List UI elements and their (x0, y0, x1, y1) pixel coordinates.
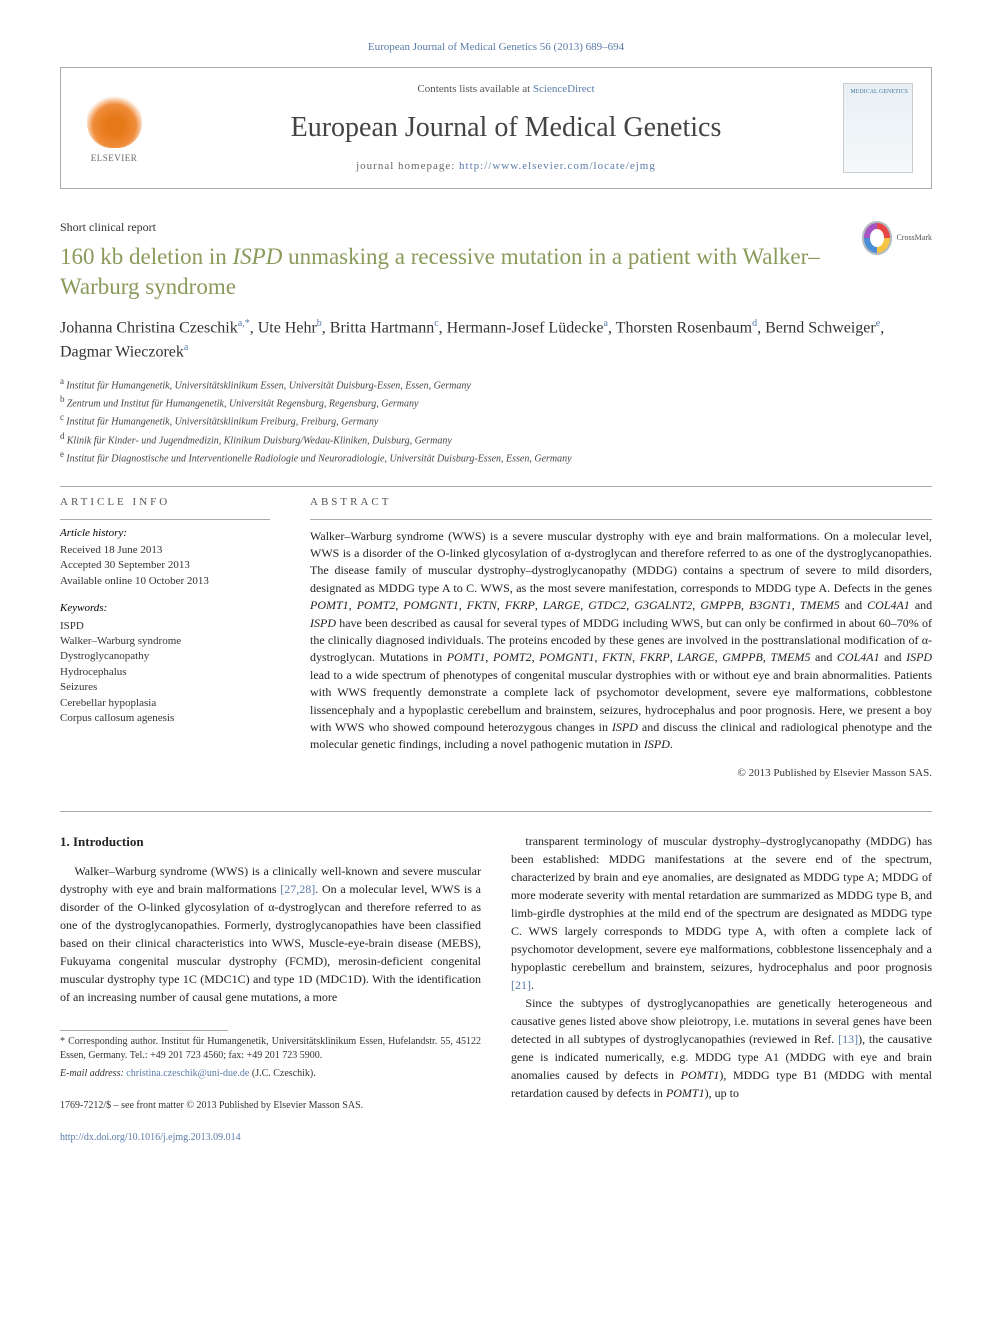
divider-bottom (60, 811, 932, 812)
info-abstract-row: ARTICLE INFO Article history: Received 1… (60, 495, 932, 781)
affiliation-list: a Institut für Humangenetik, Universität… (60, 375, 932, 467)
keyword-item: Seizures (60, 680, 270, 695)
keyword-item: Hydrocephalus (60, 665, 270, 680)
email-link[interactable]: christina.czeschik@uni-due.de (126, 1068, 249, 1079)
history-item: Received 18 June 2013 (60, 543, 270, 558)
sciencedirect-link[interactable]: ScienceDirect (533, 83, 595, 95)
contents-prefix: Contents lists available at (417, 83, 532, 95)
keyword-item: ISPD (60, 619, 270, 634)
footnote-separator (60, 1030, 228, 1031)
article-info-heading: ARTICLE INFO (60, 495, 270, 510)
author-affil-sup: b (317, 318, 322, 329)
author-affil-sup: a (604, 318, 608, 329)
keyword-item: Dystroglycanopathy (60, 649, 270, 664)
doi-link[interactable]: http://dx.doi.org/10.1016/j.ejmg.2013.09… (60, 1132, 241, 1143)
author: Dagmar Wieczorek (60, 344, 184, 361)
intro-paragraph-2: transparent terminology of muscular dyst… (511, 832, 932, 994)
homepage-url-link[interactable]: http://www.elsevier.com/locate/ejmg (459, 160, 656, 172)
history-label: Article history: (60, 526, 270, 541)
footer-issn-line: 1769-7212/$ – see front matter © 2013 Pu… (60, 1099, 481, 1113)
elsevier-label: ELSEVIER (91, 152, 138, 165)
body-column-right: transparent terminology of muscular dyst… (511, 832, 932, 1145)
crossmark-label: CrossMark (896, 232, 932, 243)
keyword-item: Cerebellar hypoplasia (60, 696, 270, 711)
author-affil-sup: a (184, 342, 188, 353)
intro-paragraph-1: Walker–Warburg syndrome (WWS) is a clini… (60, 862, 481, 1006)
journal-name: European Journal of Medical Genetics (169, 108, 843, 147)
crossmark-icon (862, 221, 892, 255)
email-footnote: E-mail address: christina.czeschik@uni-d… (60, 1067, 481, 1081)
article-title: 160 kb deletion in ISPD unmasking a rece… (60, 242, 932, 302)
keyword-item: Corpus callosum agenesis (60, 711, 270, 726)
author: Ute Hehr (258, 319, 317, 336)
section-heading-intro: 1. Introduction (60, 832, 481, 852)
body-column-left: 1. Introduction Walker–Warburg syndrome … (60, 832, 481, 1145)
ref-link[interactable]: [21] (511, 978, 531, 992)
header-center: Contents lists available at ScienceDirec… (169, 82, 843, 174)
corresponding-author-footnote: * Corresponding author. Institut für Hum… (60, 1035, 481, 1063)
affiliation-item: c Institut für Humangenetik, Universität… (60, 411, 932, 429)
affiliation-item: a Institut für Humangenetik, Universität… (60, 375, 932, 393)
article-info-column: ARTICLE INFO Article history: Received 1… (60, 495, 270, 781)
elsevier-tree-icon (87, 93, 142, 148)
elsevier-logo[interactable]: ELSEVIER (79, 88, 149, 168)
footer-doi-line: http://dx.doi.org/10.1016/j.ejmg.2013.09… (60, 1131, 481, 1145)
ref-link[interactable]: [27,28] (280, 882, 315, 896)
divider-top (60, 486, 932, 487)
abstract-divider (310, 519, 932, 520)
abstract-copyright: © 2013 Published by Elsevier Masson SAS. (310, 766, 932, 781)
author: Thorsten Rosenbaum (616, 319, 752, 336)
history-item: Accepted 30 September 2013 (60, 558, 270, 573)
author: Johanna Christina Czeschik (60, 319, 238, 336)
title-gene-italic: ISPD (232, 244, 282, 269)
abstract-heading: ABSTRACT (310, 495, 932, 510)
author: Hermann-Josef Lüdecke (447, 319, 604, 336)
journal-homepage-line: journal homepage: http://www.elsevier.co… (169, 159, 843, 174)
keywords-label: Keywords: (60, 601, 270, 616)
journal-cover-thumbnail[interactable]: MEDICAL GENETICS (843, 83, 913, 173)
author: Bernd Schweiger (765, 319, 876, 336)
email-label: E-mail address: (60, 1068, 124, 1079)
article-type: Short clinical report (60, 219, 932, 236)
affiliation-item: e Institut für Diagnostische und Interve… (60, 448, 932, 466)
contents-available-line: Contents lists available at ScienceDirec… (169, 82, 843, 97)
author-affil-sup: c (434, 318, 438, 329)
email-attribution: (J.C. Czeschik). (252, 1068, 316, 1079)
author-list: Johanna Christina Czeschika,*, Ute Hehrb… (60, 316, 932, 365)
author-affil-sup: e (876, 318, 880, 329)
title-pre: 160 kb deletion in (60, 244, 232, 269)
info-divider-1 (60, 519, 270, 520)
history-item: Available online 10 October 2013 (60, 574, 270, 589)
abstract-text: Walker–Warburg syndrome (WWS) is a sever… (310, 528, 932, 754)
citation-line: European Journal of Medical Genetics 56 … (60, 40, 932, 55)
intro-paragraph-3: Since the subtypes of dystroglycanopathi… (511, 994, 932, 1102)
cover-label: MEDICAL GENETICS (850, 89, 908, 95)
abstract-column: ABSTRACT Walker–Warburg syndrome (WWS) i… (310, 495, 932, 781)
homepage-prefix: journal homepage: (356, 160, 459, 172)
author-affil-sup: a,* (238, 318, 250, 329)
crossmark-badge[interactable]: CrossMark (862, 218, 932, 258)
affiliation-item: b Zentrum und Institut für Humangenetik,… (60, 393, 932, 411)
affiliation-item: d Klinik für Kinder- und Jugendmedizin, … (60, 430, 932, 448)
author: Britta Hartmann (330, 319, 434, 336)
journal-header-box: ELSEVIER Contents lists available at Sci… (60, 67, 932, 189)
ref-link[interactable]: [13] (838, 1032, 858, 1046)
author-affil-sup: d (752, 318, 757, 329)
body-two-column: 1. Introduction Walker–Warburg syndrome … (60, 832, 932, 1145)
keyword-item: Walker–Warburg syndrome (60, 634, 270, 649)
